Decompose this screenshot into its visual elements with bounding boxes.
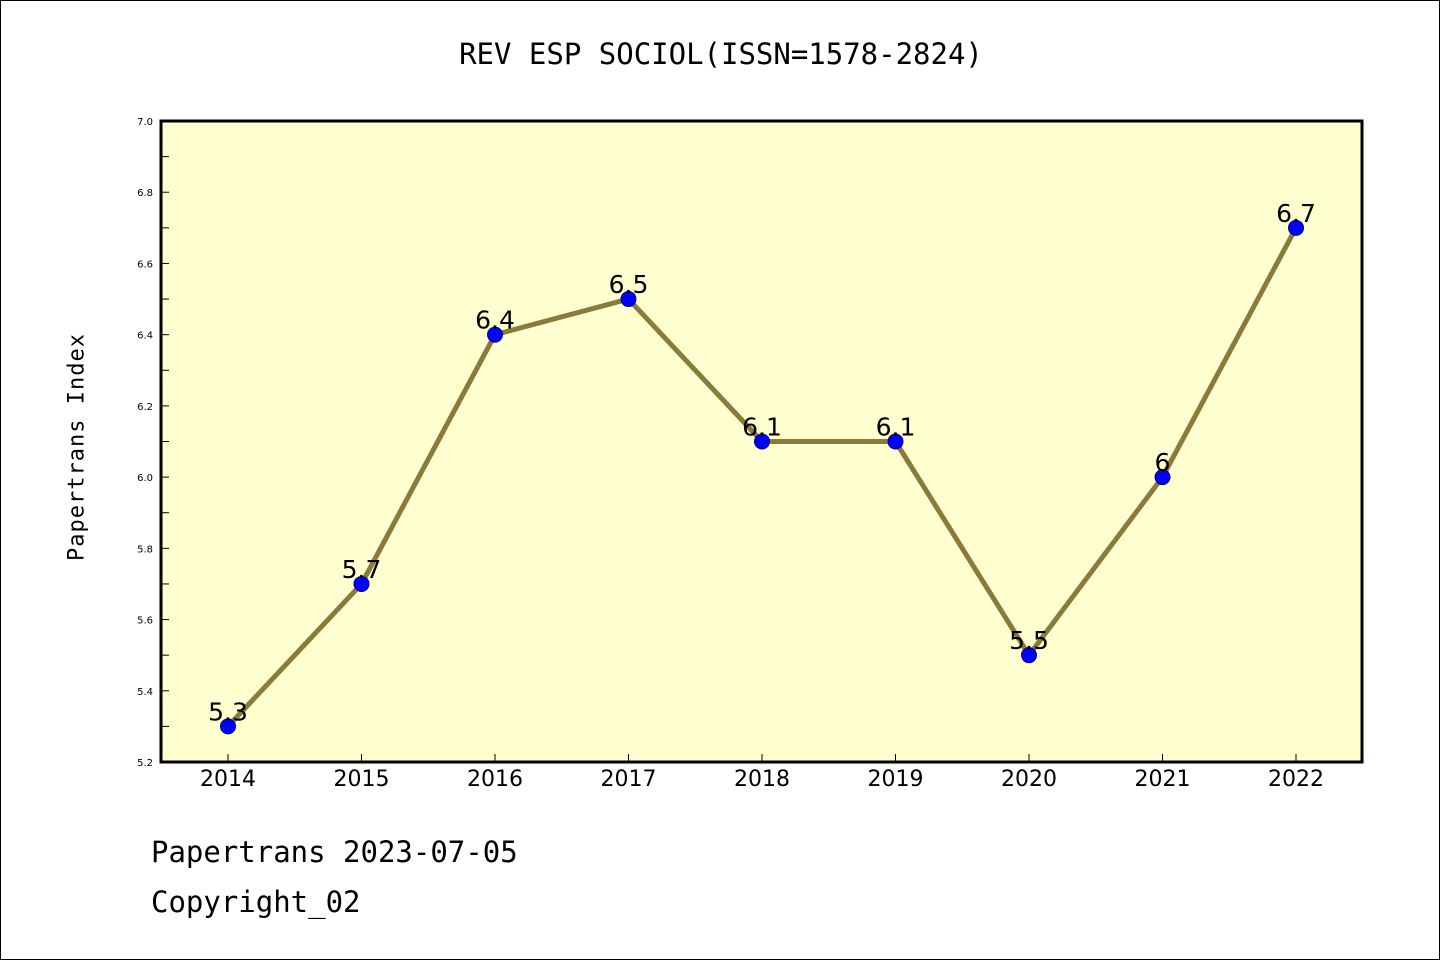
y-tick-label: 5.8 xyxy=(137,544,153,555)
data-point xyxy=(220,718,236,735)
x-tick-label: 2014 xyxy=(200,767,256,792)
footer-copyright: Copyright_02 xyxy=(151,885,361,919)
data-label: 6.7 xyxy=(1276,199,1316,228)
chart-title: REV ESP SOCIOL(ISSN=1578-2824) xyxy=(459,37,983,71)
y-tick-label: 5.2 xyxy=(137,758,153,769)
x-tick-label: 2015 xyxy=(334,767,390,792)
data-point xyxy=(1154,469,1171,486)
x-tick-label: 2018 xyxy=(734,767,790,792)
y-tick-label: 6.8 xyxy=(137,188,153,199)
data-label: 6 xyxy=(1155,448,1171,477)
data-label: 6.1 xyxy=(742,413,782,442)
data-point xyxy=(754,433,770,450)
x-axis-ticks: 2014 2015 2016 2017 2018 2019 2020 2021 2022 xyxy=(200,754,1324,792)
data-point xyxy=(353,575,370,592)
data-point xyxy=(887,433,904,450)
data-point xyxy=(620,291,637,308)
data-point xyxy=(1288,219,1304,236)
y-tick-label: 6.0 xyxy=(137,473,153,484)
data-label: 5.3 xyxy=(208,697,248,726)
y-tick-label: 7.0 xyxy=(137,117,153,128)
data-label: 5.7 xyxy=(342,555,382,584)
x-tick-label: 2016 xyxy=(467,767,523,792)
data-point xyxy=(1021,647,1037,664)
data-label: 5.5 xyxy=(1009,626,1049,655)
series-group: 5.3 5.7 6.4 6.5 6.1 6.1 5.5 6 6.7 xyxy=(208,199,1316,735)
data-point xyxy=(487,326,503,343)
x-tick-label: 2017 xyxy=(601,767,657,792)
footer-date: Papertrans 2023-07-05 xyxy=(151,835,518,869)
x-tick-label: 2019 xyxy=(868,767,924,792)
y-tick-label: 6.4 xyxy=(137,331,153,342)
x-tick-label: 2020 xyxy=(1001,767,1057,792)
x-tick-label: 2022 xyxy=(1268,767,1324,792)
y-axis-ticks: 5.2 5.4 5.6 5.8 6.0 6.2 6.4 6.6 6.8 7.0 xyxy=(137,117,169,769)
data-label: 6.1 xyxy=(876,413,916,442)
x-tick-label: 2021 xyxy=(1135,767,1191,792)
y-tick-label: 6.6 xyxy=(137,259,153,270)
y-tick-label: 5.4 xyxy=(137,687,153,698)
data-label: 6.4 xyxy=(475,306,515,335)
y-tick-label: 6.2 xyxy=(137,402,153,413)
data-label: 6.5 xyxy=(609,270,649,299)
y-tick-label: 5.6 xyxy=(137,616,153,627)
